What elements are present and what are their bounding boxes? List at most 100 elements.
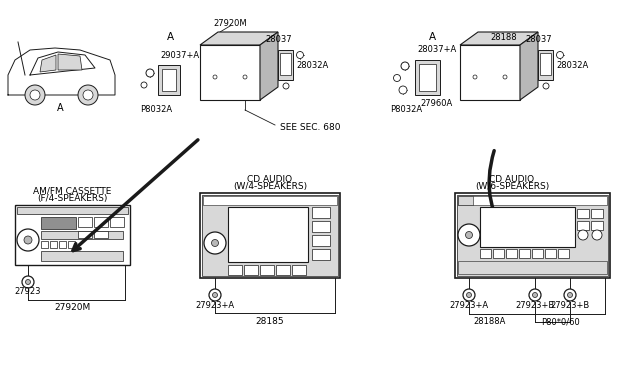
Bar	[532, 249, 543, 258]
Text: 28037: 28037	[265, 35, 292, 45]
Bar	[78, 217, 92, 227]
Bar	[415, 60, 440, 95]
Text: P8032A: P8032A	[140, 106, 172, 115]
Bar	[312, 207, 330, 218]
Text: 27923: 27923	[15, 288, 41, 296]
Circle shape	[17, 229, 39, 251]
Circle shape	[24, 236, 32, 244]
Circle shape	[211, 240, 218, 247]
Circle shape	[578, 230, 588, 240]
Text: 27923+B: 27923+B	[515, 301, 555, 311]
Bar	[458, 196, 473, 205]
Bar	[203, 196, 337, 205]
Circle shape	[473, 75, 477, 79]
Bar	[50, 241, 57, 248]
Bar	[458, 261, 607, 274]
Text: 28032A: 28032A	[556, 61, 588, 70]
Polygon shape	[58, 54, 82, 70]
Bar	[312, 221, 330, 232]
Bar	[41, 231, 123, 239]
Circle shape	[283, 83, 289, 89]
Text: (W/4-SPEAKERS): (W/4-SPEAKERS)	[233, 183, 307, 192]
Bar	[455, 193, 610, 278]
Circle shape	[146, 69, 154, 77]
Text: 27923+A: 27923+A	[449, 301, 488, 311]
Bar	[292, 265, 306, 275]
Polygon shape	[40, 55, 56, 72]
Bar	[162, 69, 176, 91]
Bar	[493, 249, 504, 258]
Circle shape	[463, 289, 475, 301]
Bar	[538, 50, 553, 80]
Circle shape	[568, 292, 573, 298]
Text: CD AUDIO: CD AUDIO	[248, 174, 292, 183]
Circle shape	[394, 74, 401, 81]
Circle shape	[78, 85, 98, 105]
Bar	[200, 45, 260, 100]
Text: CD AUDIO: CD AUDIO	[490, 174, 534, 183]
Circle shape	[564, 289, 576, 301]
Circle shape	[204, 232, 226, 254]
Circle shape	[465, 231, 472, 238]
Bar	[202, 195, 338, 276]
Text: (F/4-SPEAKERS): (F/4-SPEAKERS)	[37, 195, 107, 203]
Polygon shape	[520, 32, 538, 100]
Circle shape	[26, 279, 31, 285]
Bar	[312, 249, 330, 260]
Circle shape	[212, 292, 218, 298]
Bar	[78, 231, 92, 238]
Bar	[591, 209, 603, 218]
Circle shape	[141, 82, 147, 88]
Bar	[41, 241, 48, 248]
Bar	[280, 53, 291, 75]
Text: A: A	[57, 103, 63, 113]
Bar	[460, 45, 520, 100]
Bar	[15, 205, 130, 265]
Circle shape	[25, 85, 45, 105]
Bar	[577, 221, 589, 230]
Bar	[457, 195, 608, 276]
Bar	[110, 217, 124, 227]
Bar	[506, 249, 517, 258]
Bar	[68, 241, 75, 248]
Text: (W/6-SPEAKERS): (W/6-SPEAKERS)	[475, 183, 549, 192]
Text: 28188: 28188	[490, 32, 516, 42]
Text: AM/FM CASSETTE: AM/FM CASSETTE	[33, 186, 111, 196]
Polygon shape	[200, 32, 278, 45]
Text: 29037+A: 29037+A	[160, 51, 199, 60]
Bar	[276, 265, 290, 275]
Circle shape	[458, 224, 480, 246]
Bar	[202, 195, 338, 276]
Text: A: A	[428, 32, 436, 42]
Bar	[577, 209, 589, 218]
Bar	[228, 265, 242, 275]
Circle shape	[592, 230, 602, 240]
Text: 28188A: 28188A	[474, 317, 506, 327]
Bar	[312, 235, 330, 246]
Circle shape	[503, 75, 507, 79]
Bar	[278, 50, 293, 80]
Text: 27923+A: 27923+A	[195, 301, 235, 310]
Circle shape	[401, 62, 409, 70]
Bar	[419, 64, 436, 91]
Text: 27920M: 27920M	[54, 304, 90, 312]
Bar	[480, 249, 491, 258]
Circle shape	[209, 289, 221, 301]
Text: 27923+B: 27923+B	[550, 301, 589, 311]
Text: 28032A: 28032A	[296, 61, 328, 70]
Bar	[94, 217, 108, 227]
Circle shape	[543, 83, 549, 89]
Bar	[483, 213, 548, 227]
Circle shape	[399, 86, 407, 94]
Bar	[228, 207, 308, 262]
Bar	[17, 207, 128, 214]
Text: 28185: 28185	[256, 317, 284, 326]
Bar	[41, 251, 123, 261]
Bar	[545, 249, 556, 258]
Circle shape	[22, 276, 34, 288]
Circle shape	[532, 292, 538, 298]
Circle shape	[243, 75, 247, 79]
Bar	[158, 65, 180, 95]
Bar	[200, 193, 340, 278]
Text: 27960A: 27960A	[420, 99, 452, 108]
